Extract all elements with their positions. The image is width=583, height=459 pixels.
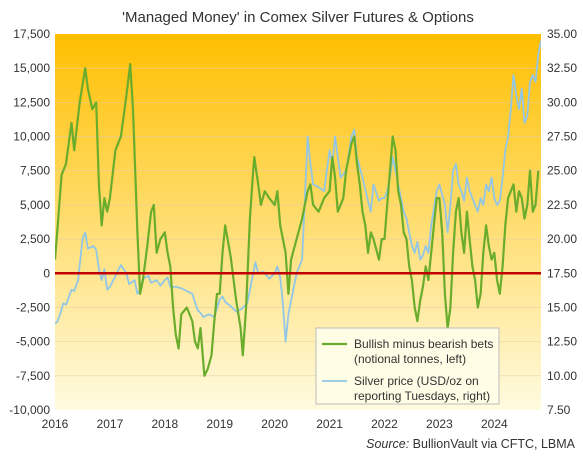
- right-axis: 7.50 10.00 12.50 15.00 17.50 20.00 22.50 25.00 2…: [547, 27, 577, 417]
- right-tick-label: 22.50: [547, 198, 577, 212]
- left-tick-label: 0: [43, 266, 50, 280]
- left-tick-label: -5,000: [16, 335, 50, 349]
- legend-box: [315, 327, 500, 405]
- x-tick-label: 2016: [42, 417, 69, 431]
- right-tick-label: 27.50: [547, 130, 577, 144]
- x-tick-label: 2024: [481, 417, 508, 431]
- left-axis: -10,000 -7,500 -5,000 -2,500 0 2,500 5,000 7,50…: [9, 27, 50, 417]
- net-bets-line: [55, 62, 540, 377]
- left-tick-label: -2,500: [16, 300, 50, 314]
- right-tick-label: 30.00: [547, 95, 577, 109]
- right-tick-label: 10.00: [547, 369, 577, 383]
- silver-price-line: [55, 40, 541, 343]
- gridlines: [55, 67, 541, 377]
- right-tick-label: 7.50: [547, 403, 571, 417]
- source-text: BullionVault via CFTC, LBMA: [409, 437, 575, 451]
- left-tick-label: 2,500: [20, 232, 50, 246]
- right-tick-label: 25.00: [547, 164, 577, 178]
- legend: Bullish minus bearish bets (notional ton…: [315, 327, 500, 405]
- x-tick-label: 2019: [206, 417, 233, 431]
- right-tick-label: 20.00: [547, 232, 577, 246]
- source-prefix: Source:: [366, 437, 409, 451]
- x-tick-label: 2021: [316, 417, 343, 431]
- legend-label-net-bets-2: (notional tonnes, left): [354, 352, 466, 366]
- right-tick-label: 17.50: [547, 266, 577, 280]
- left-tick-label: 15,000: [13, 61, 50, 75]
- right-tick-label: 32.50: [547, 61, 577, 75]
- x-tick-label: 2017: [97, 417, 124, 431]
- x-axis: 2016 2017 2018 2019 2020 2021 2022 2023 2024: [42, 417, 508, 431]
- left-tick-label: -7,500: [16, 369, 50, 383]
- x-tick-label: 2018: [151, 417, 178, 431]
- left-tick-label: -10,000: [9, 403, 50, 417]
- x-tick-label: 2020: [261, 417, 288, 431]
- legend-label-silver-2: reporting Tuesdays, right): [354, 389, 490, 403]
- legend-label-net-bets-1: Bullish minus bearish bets: [354, 337, 493, 351]
- left-tick-label: 5,000: [20, 198, 50, 212]
- left-tick-label: 12,500: [13, 95, 50, 109]
- left-tick-label: 10,000: [13, 130, 50, 144]
- right-tick-label: 35.00: [547, 27, 577, 41]
- x-tick-label: 2022: [371, 417, 398, 431]
- right-tick-label: 12.50: [547, 335, 577, 349]
- chart-title: 'Managed Money' in Comex Silver Futures …: [122, 9, 474, 26]
- left-tick-label: 17,500: [13, 27, 50, 41]
- left-tick-label: 7,500: [20, 164, 50, 178]
- legend-label-silver-1: Silver price (USD/oz on: [354, 374, 479, 388]
- x-tick-label: 2023: [426, 417, 453, 431]
- source-note: Source: BullionVault via CFTC, LBMA: [366, 437, 576, 451]
- right-tick-label: 15.00: [547, 300, 577, 314]
